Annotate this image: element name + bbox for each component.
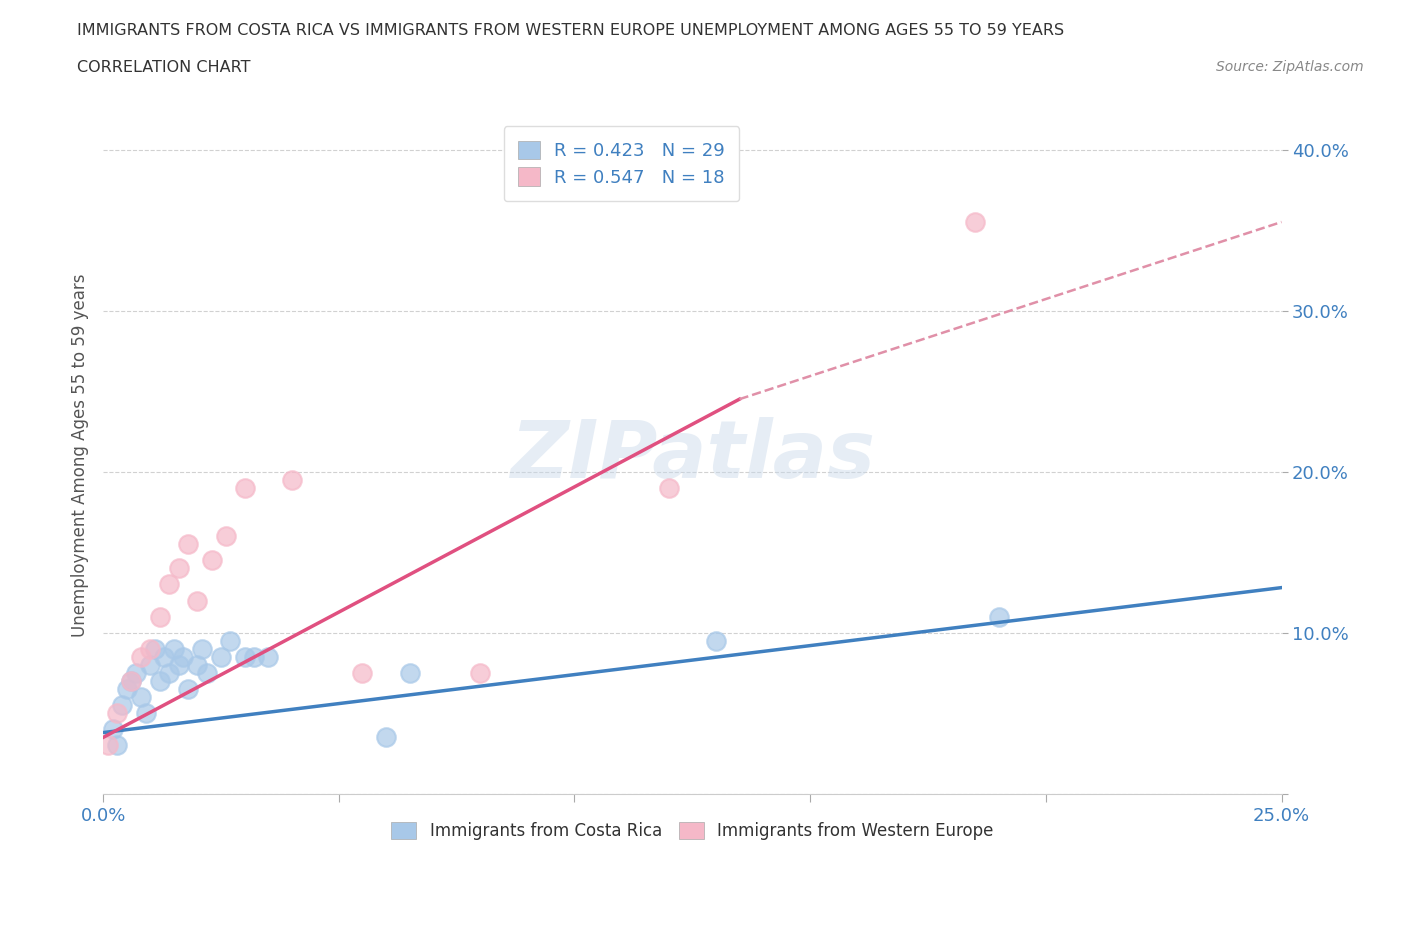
Point bbox=[195, 666, 218, 681]
Point bbox=[105, 738, 128, 753]
Point bbox=[186, 658, 208, 672]
Point bbox=[157, 577, 180, 591]
Text: ZIPatlas: ZIPatlas bbox=[510, 417, 875, 495]
Point bbox=[163, 642, 186, 657]
Point bbox=[149, 609, 172, 624]
Point bbox=[987, 609, 1010, 624]
Point bbox=[149, 673, 172, 688]
Point bbox=[200, 552, 222, 567]
Point bbox=[965, 215, 987, 230]
Point bbox=[120, 673, 142, 688]
Y-axis label: Unemployment Among Ages 55 to 59 years: Unemployment Among Ages 55 to 59 years bbox=[72, 273, 89, 637]
Point bbox=[167, 561, 190, 576]
Point bbox=[374, 730, 396, 745]
Point bbox=[209, 649, 232, 664]
Point bbox=[215, 528, 238, 543]
Point bbox=[167, 658, 190, 672]
Point bbox=[120, 673, 142, 688]
Point bbox=[135, 706, 157, 721]
Point bbox=[177, 682, 200, 697]
Point bbox=[143, 642, 166, 657]
Point bbox=[257, 649, 280, 664]
Point bbox=[658, 480, 681, 495]
Point bbox=[233, 649, 256, 664]
Point bbox=[105, 706, 128, 721]
Point bbox=[219, 633, 242, 648]
Point bbox=[704, 633, 727, 648]
Point bbox=[139, 658, 162, 672]
Point bbox=[243, 649, 266, 664]
Point bbox=[129, 690, 152, 705]
Text: Source: ZipAtlas.com: Source: ZipAtlas.com bbox=[1216, 60, 1364, 74]
Point bbox=[233, 480, 256, 495]
Point bbox=[470, 666, 492, 681]
Point bbox=[398, 666, 420, 681]
Point bbox=[125, 666, 148, 681]
Point bbox=[153, 649, 176, 664]
Point bbox=[172, 649, 194, 664]
Point bbox=[177, 537, 200, 551]
Point bbox=[115, 682, 138, 697]
Legend: Immigrants from Costa Rica, Immigrants from Western Europe: Immigrants from Costa Rica, Immigrants f… bbox=[385, 815, 1000, 846]
Point bbox=[157, 666, 180, 681]
Point bbox=[111, 698, 134, 712]
Point bbox=[97, 738, 120, 753]
Point bbox=[186, 593, 208, 608]
Point bbox=[191, 642, 214, 657]
Point bbox=[129, 649, 152, 664]
Point bbox=[352, 666, 374, 681]
Point bbox=[139, 642, 162, 657]
Point bbox=[280, 472, 302, 487]
Point bbox=[101, 722, 124, 737]
Text: IMMIGRANTS FROM COSTA RICA VS IMMIGRANTS FROM WESTERN EUROPE UNEMPLOYMENT AMONG : IMMIGRANTS FROM COSTA RICA VS IMMIGRANTS… bbox=[77, 23, 1064, 38]
Text: CORRELATION CHART: CORRELATION CHART bbox=[77, 60, 250, 75]
